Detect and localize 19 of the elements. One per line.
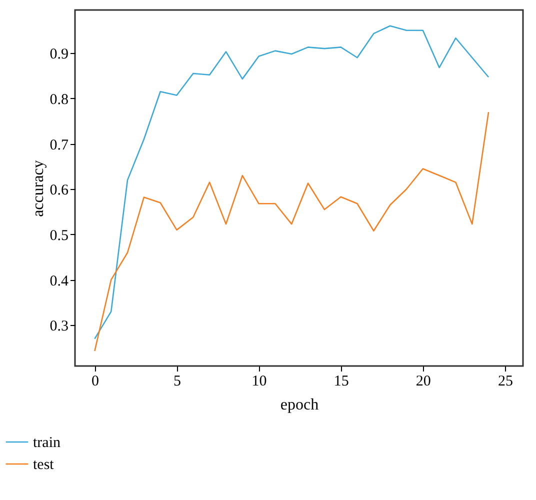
x-axis-title: epoch xyxy=(280,396,319,414)
y-tick-label: 0.8 xyxy=(50,92,68,108)
x-tick-label: 15 xyxy=(334,374,349,390)
x-tick-label: 0 xyxy=(91,374,99,390)
x-tick-label: 20 xyxy=(416,374,431,390)
y-axis-title: accuracy xyxy=(30,160,47,217)
y-tick-label: 0.6 xyxy=(50,182,69,199)
y-tick-label: 0.9 xyxy=(50,46,68,63)
x-tick-label: 5 xyxy=(173,374,181,390)
y-tick-label: 0.7 xyxy=(50,137,69,154)
x-tick-label: 25 xyxy=(498,374,513,390)
y-tick-label: 0.3 xyxy=(50,318,68,335)
legend-label: test xyxy=(33,457,55,473)
x-tick-label: 10 xyxy=(252,374,267,390)
line-series xyxy=(94,111,490,352)
line-series xyxy=(94,25,490,340)
legend-label: train xyxy=(33,435,61,451)
y-tick-label: 0.4 xyxy=(50,273,69,290)
y-tick-label: 0.5 xyxy=(50,228,68,244)
